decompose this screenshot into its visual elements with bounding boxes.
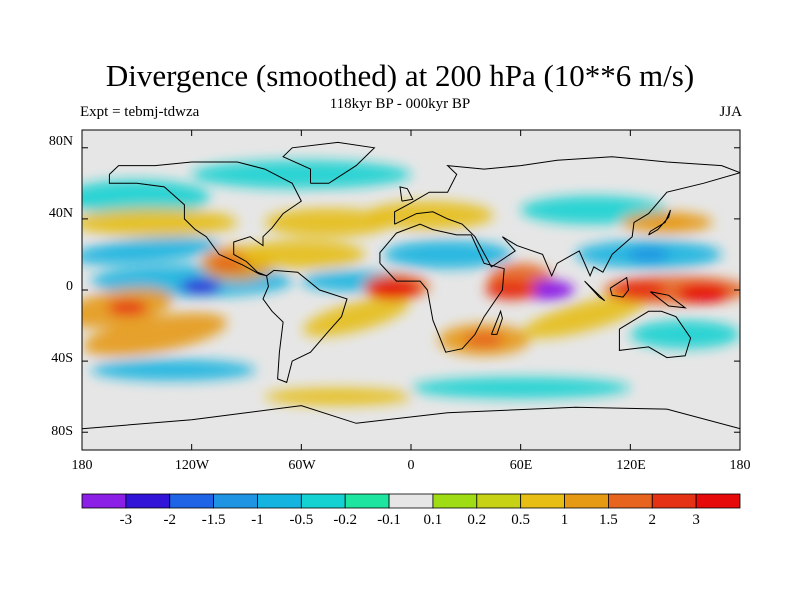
colorbar-swatch-13 [651, 493, 697, 509]
field-band-np-sub [82, 236, 219, 265]
colorbar-label: 0.1 [423, 512, 443, 528]
colorbar-swatch-11 [564, 493, 609, 509]
colorbar-swatch-4 [257, 493, 302, 509]
x-tick-0: 0 [407, 458, 415, 473]
divergence-field [82, 160, 740, 406]
coastline-africa [379, 223, 505, 353]
field-extremum-0 [521, 280, 575, 300]
colorbar [81, 493, 741, 509]
colorbar-label: -1 [251, 512, 264, 528]
coastlines [82, 141, 740, 430]
field-band-np-high [82, 179, 210, 216]
field-band-med [365, 201, 494, 230]
coastline-uk [399, 186, 414, 202]
field-extremum-3 [485, 280, 538, 300]
field-band-arctic [191, 160, 411, 189]
colorbar-label: -0.2 [333, 512, 358, 528]
field-band-aus [630, 320, 740, 349]
field-band-so-atl [264, 387, 411, 406]
y-tick-40n: 40N [48, 206, 73, 221]
field-band-sahara [383, 240, 512, 269]
field-band-atl-mid [264, 208, 393, 237]
season-label: JJA [719, 104, 742, 120]
period-label: 118kyr BP - 000kyr BP [329, 96, 471, 112]
colorbar-swatch-14 [695, 493, 741, 509]
x-tick-60e: 60E [509, 458, 533, 473]
field-extremum-6 [107, 300, 149, 316]
field-band-so [411, 377, 631, 399]
colorbar-label: 0.2 [467, 512, 487, 528]
colorbar-swatch-12 [608, 493, 653, 509]
field-band-sio [522, 295, 647, 339]
y-tick-40s: 40S [51, 351, 73, 366]
x-tick-120w: 120W [174, 458, 210, 473]
y-tick-0: 0 [66, 279, 73, 294]
experiment-label: Expt = tebmj-tdwza [80, 104, 200, 120]
colorbar-swatch-2 [169, 493, 215, 509]
coastline-sumatra [584, 280, 606, 302]
colorbar-label: 3 [692, 512, 700, 528]
colorbar-label: -0.1 [377, 512, 401, 528]
coastline-new-guinea [650, 291, 687, 309]
field-extremum-4 [613, 280, 666, 300]
coastline-greenland [282, 141, 376, 184]
colorbar-swatch-3 [213, 493, 258, 509]
plot-title: Divergence (smoothed) at 200 hPa (10**6 … [105, 58, 695, 93]
field-extremum-8 [628, 246, 670, 262]
coastline-north-america [108, 161, 302, 277]
field-band-so-pac [91, 359, 256, 381]
field-extremum-5 [677, 283, 730, 304]
field-band-sp [83, 312, 228, 357]
colorbar-label: -0.5 [289, 512, 314, 528]
colorbar-swatch-10 [520, 493, 565, 509]
colorbar-swatch-5 [300, 493, 346, 509]
coastline-south-america [262, 269, 348, 384]
axis-ticks [81, 130, 741, 450]
field-extremum-9 [646, 214, 688, 230]
coastline-australia [618, 310, 692, 359]
colorbar-label: -3 [119, 512, 133, 528]
coastline-madagascar [490, 309, 503, 335]
coastline-japan [648, 209, 671, 236]
x-tick-60w: 60W [288, 458, 316, 473]
colorbar-swatch-8 [432, 493, 478, 509]
x-tick-180e: 180 [729, 458, 751, 473]
field-extremum-1 [180, 278, 222, 294]
colorbar-swatch-9 [476, 493, 522, 509]
colorbar-swatch-7 [388, 493, 434, 509]
field-band-np-mid [82, 208, 238, 237]
colorbar-swatch-0 [81, 493, 127, 509]
x-tick-120e: 120E [616, 458, 646, 473]
field-extremum-2 [366, 280, 420, 300]
field-band-atl-s [303, 296, 410, 337]
colorbar-swatch-1 [125, 493, 171, 509]
colorbar-label: -1.5 [201, 512, 226, 528]
coastline-indonesia-borneo [609, 276, 630, 298]
y-tick-80n: 80N [48, 134, 73, 149]
field-band-atl-n [237, 240, 366, 269]
colorbar-label: 0.5 [511, 512, 531, 528]
colorbar-label: 1 [560, 512, 569, 528]
colorbar-label: 1.5 [599, 512, 618, 528]
colorbar-label: 2 [648, 512, 657, 528]
field-extremum-7 [207, 255, 249, 271]
colorbar-swatch-6 [344, 493, 390, 509]
x-tick-180w: 180 [71, 458, 93, 473]
colorbar-label: -2 [163, 512, 176, 528]
coastline-antarctica [82, 405, 740, 430]
coastline-eurasia [394, 156, 740, 278]
y-tick-80s: 80S [51, 424, 73, 439]
